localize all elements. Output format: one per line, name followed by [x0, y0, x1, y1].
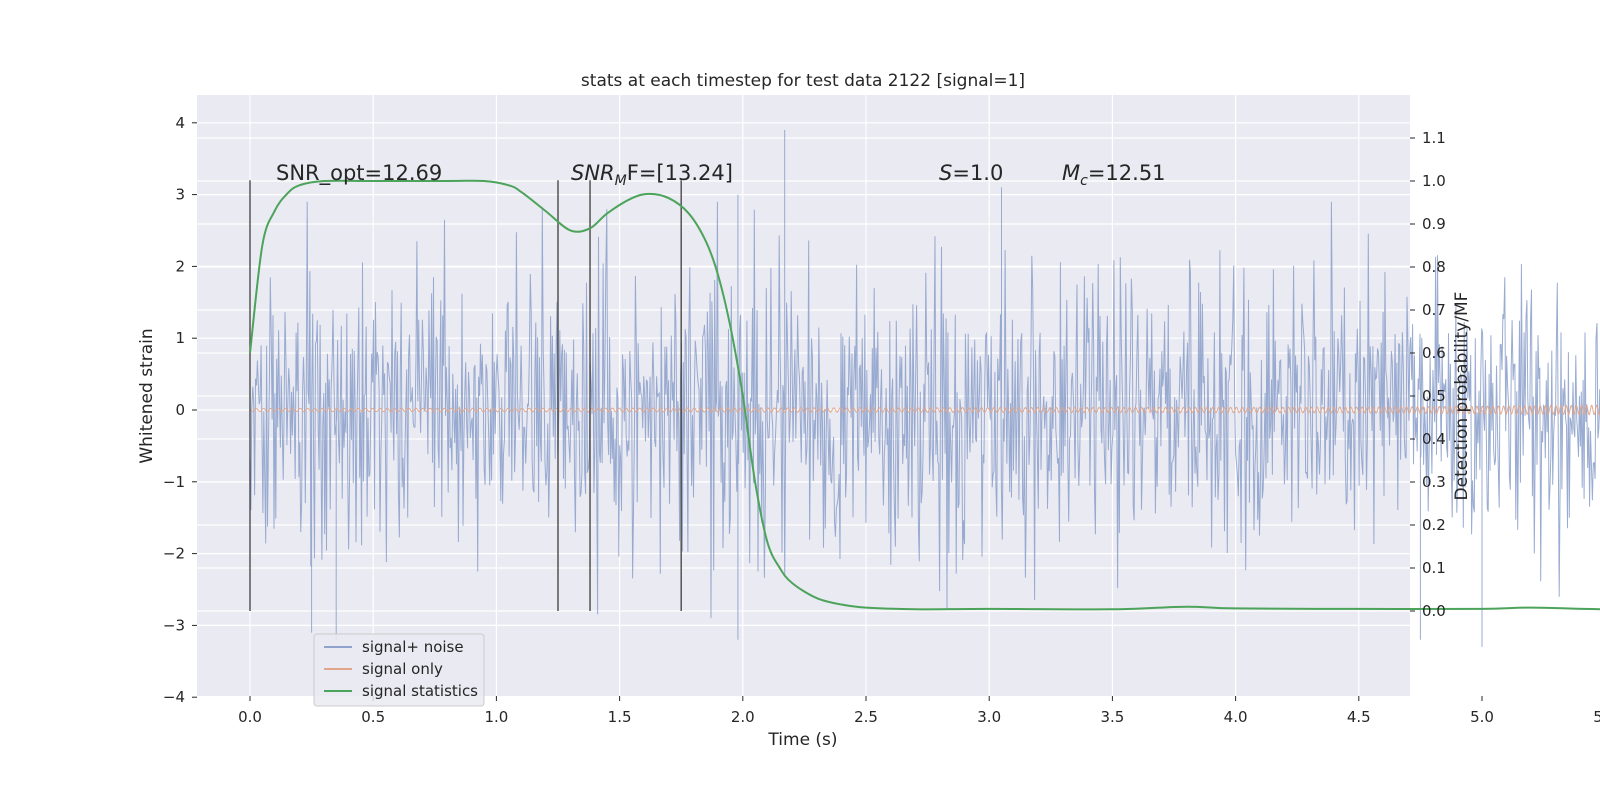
y-right-tick-label-5: 0.6	[1422, 344, 1446, 362]
noise-series	[249, 130, 1600, 647]
y-right-tick-label-9: 0.2	[1422, 516, 1446, 534]
y-axis-label-right: Detection probability/MF	[1452, 292, 1472, 501]
annotation-snr-mf: SNRMF=[13.24]	[571, 161, 733, 189]
x-tick-label-3: 1.5	[608, 708, 632, 726]
y-left-tick-label-5: −1	[163, 473, 185, 491]
y-right-tick-label-6: 0.5	[1422, 387, 1446, 405]
y-right-tick-label-3: 0.8	[1422, 258, 1446, 276]
annotation-mc-text: Mc=12.51	[1062, 161, 1166, 189]
y-left-tick-label-3: 1	[175, 329, 185, 347]
annotation-snr-mf-sub: M	[615, 173, 627, 189]
y-left-tick-label-6: −2	[163, 545, 185, 563]
annotation-mc-tail: =12.51	[1088, 161, 1166, 185]
x-tick-label-8: 4.0	[1224, 708, 1248, 726]
x-tick-label-10: 5.0	[1470, 708, 1494, 726]
y-right-tick-label-1: 1.0	[1422, 172, 1446, 190]
y-right-tick-label-10: 0.1	[1422, 559, 1446, 577]
x-tick-label-1: 0.5	[361, 708, 385, 726]
annotation-mc-main: M	[1062, 161, 1080, 185]
y-right-tick-label-2: 0.9	[1422, 215, 1446, 233]
signal-only-trace	[249, 404, 1600, 416]
chart-title: stats at each timestep for test data 212…	[581, 71, 1025, 91]
statistic-trace	[249, 179, 1600, 611]
y-left-tick-label-4: 0	[175, 401, 185, 419]
annotation-mc-sub: c	[1080, 173, 1088, 189]
y-right-tick-label-7: 0.4	[1422, 430, 1446, 448]
y-axis-label-left: Whitened strain	[137, 328, 157, 463]
y-right-tick-label-8: 0.3	[1422, 473, 1446, 491]
legend-label-noise: signal+ noise	[362, 638, 464, 656]
y-right-tick-label-4: 0.7	[1422, 301, 1446, 319]
tick-layer: 0.00.51.01.52.02.53.03.54.04.55.05.56.06…	[163, 114, 1600, 726]
annotation-snr-opt: SNR_opt=12.69	[276, 161, 442, 186]
annotation-s-tail: =1.0	[952, 161, 1003, 185]
legend-label-signal: signal only	[362, 660, 443, 678]
vertical-markers	[249, 180, 682, 612]
legend-box	[313, 633, 485, 707]
x-tick-label-7: 3.5	[1100, 708, 1124, 726]
annotation-s: S=1.0	[939, 161, 1003, 185]
noise-trace	[249, 130, 1600, 647]
x-tick-label-0: 0.0	[238, 708, 262, 726]
annotation-snr-mf-main: SNR	[571, 161, 615, 185]
annotation-mc: Mc=12.51	[1062, 161, 1166, 189]
y-left-tick-label-1: 3	[175, 186, 185, 204]
y-left-tick-label-7: −3	[163, 616, 185, 634]
statistic-series	[249, 179, 1600, 611]
annotation-snr-opt-text: SNR_opt=12.69	[276, 161, 442, 186]
y-left-tick-label-8: −4	[163, 688, 185, 706]
legend: signal+ noise signal only signal statist…	[313, 633, 485, 707]
x-tick-label-9: 4.5	[1347, 708, 1371, 726]
annotation-s-main: S	[939, 161, 952, 185]
y-left-tick-label-0: 4	[175, 114, 185, 132]
x-axis-label: Time (s)	[767, 730, 837, 750]
y-left-tick-label-2: 2	[175, 257, 185, 275]
x-tick-label-2: 1.0	[484, 708, 508, 726]
legend-label-statistics: signal statistics	[362, 682, 478, 700]
annotation-s-text: S=1.0	[939, 161, 1003, 185]
signal-only-series	[249, 404, 1600, 416]
x-tick-label-11: 5.5	[1593, 708, 1600, 726]
y-right-tick-label-11: 0.0	[1422, 602, 1446, 620]
annotation-snr-mf-text: SNRMF=[13.24]	[571, 161, 733, 189]
x-tick-label-6: 3.0	[977, 708, 1001, 726]
x-tick-label-4: 2.0	[731, 708, 755, 726]
x-tick-label-5: 2.5	[854, 708, 878, 726]
annotation-snr-mf-tail: F=[13.24]	[627, 161, 733, 185]
y-right-tick-label-0: 1.1	[1422, 129, 1446, 147]
